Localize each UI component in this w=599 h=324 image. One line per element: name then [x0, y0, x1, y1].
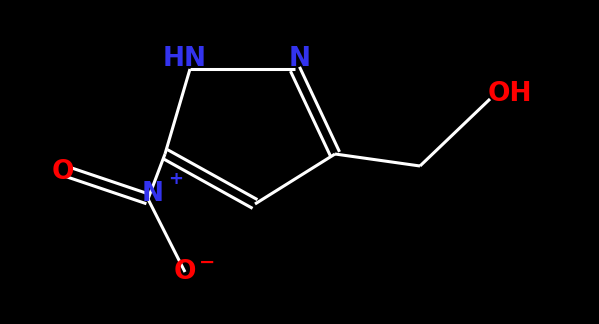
- Text: −: −: [199, 252, 215, 272]
- Text: O: O: [52, 159, 74, 185]
- Text: HN: HN: [163, 46, 207, 72]
- Text: OH: OH: [488, 81, 533, 107]
- Text: N: N: [289, 46, 311, 72]
- Text: +: +: [168, 170, 183, 188]
- Text: N: N: [142, 181, 164, 207]
- Text: O: O: [174, 259, 196, 285]
